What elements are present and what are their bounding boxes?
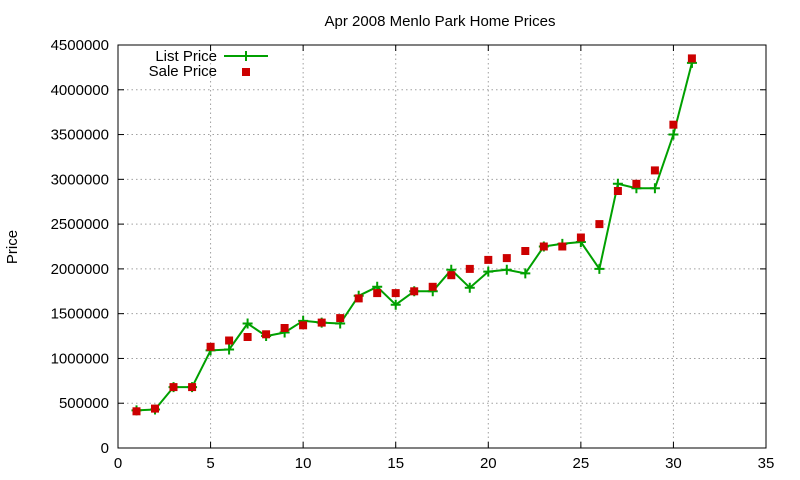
sale-price-point	[280, 324, 289, 332]
list-price-point	[501, 264, 512, 275]
x-tick-label: 20	[480, 455, 497, 472]
sale-price-point	[650, 166, 659, 175]
sale-price-point	[151, 404, 159, 413]
plot-border	[117, 44, 767, 449]
sale-price-point	[428, 282, 437, 291]
sale-price-point	[484, 255, 493, 264]
sale-price-point	[669, 120, 678, 129]
sale-price-point	[595, 220, 604, 229]
x-tick-label: 15	[387, 455, 404, 472]
sale-price-point	[317, 318, 326, 327]
chart-title: Apr 2008 Menlo Park Home Prices	[325, 13, 556, 30]
sale-price-point	[447, 271, 456, 280]
x-tick-label: 5	[206, 455, 214, 472]
sale-price-point	[132, 407, 141, 416]
sale-price-point	[632, 179, 641, 188]
y-tick-label: 3500000	[51, 127, 109, 144]
sale-price-point	[243, 333, 252, 341]
list-price-point	[390, 299, 401, 310]
sale-price-point	[558, 242, 567, 251]
y-tick-label: 4000000	[51, 82, 109, 99]
series	[131, 54, 697, 416]
y-tick-label: 1000000	[51, 350, 109, 367]
x-axis-ticks: 0 5 10 15 20 25 30 35	[114, 45, 775, 472]
sale-price-point	[613, 187, 622, 195]
sale-price-point	[262, 330, 271, 339]
legend-label-sale-price: Sale Price	[149, 63, 217, 80]
sale-price-point	[299, 321, 308, 330]
x-tick-label: 10	[295, 455, 312, 472]
sale-price-point	[465, 264, 474, 273]
x-tick-label: 0	[114, 455, 122, 472]
list-price-point	[464, 282, 475, 293]
sale-price-point	[576, 233, 585, 242]
list-price-point	[242, 318, 253, 329]
sale-price-point	[206, 342, 215, 351]
list-price-point	[649, 183, 660, 194]
sale-price-point	[336, 314, 345, 323]
y-axis-ticks: 0 500000 1000000 1500000 2000000 2500000 30000…	[51, 37, 766, 457]
x-tick-label: 35	[758, 455, 775, 472]
x-tick-label: 25	[573, 455, 590, 472]
list-price-point	[668, 129, 679, 140]
grid	[118, 45, 766, 448]
sale-price-point	[502, 254, 511, 263]
sale-price-point	[687, 54, 696, 63]
sale-price-point	[521, 247, 530, 255]
list-price-point	[520, 268, 531, 279]
sale-price-point	[391, 289, 400, 298]
sale-price-point	[225, 336, 234, 345]
sale-price-point	[539, 242, 548, 251]
y-tick-label: 4500000	[51, 37, 109, 54]
list-price-point	[224, 344, 235, 355]
plot-frame	[117, 44, 767, 449]
y-tick-label: 2500000	[51, 216, 109, 233]
y-tick-label: 500000	[59, 395, 109, 412]
list-price-point	[594, 263, 605, 274]
list-price-point	[483, 266, 494, 277]
sale-price-point	[354, 294, 363, 303]
x-tick-label: 30	[665, 455, 682, 472]
sale-price-point	[169, 383, 178, 392]
legend: List Price Sale Price	[149, 48, 268, 80]
y-tick-label: 1500000	[51, 306, 109, 323]
sale-price-point	[373, 289, 382, 298]
sale-price-point	[188, 383, 197, 392]
legend-marker-sale-price	[242, 68, 250, 76]
legend-label-list-price: List Price	[155, 48, 217, 65]
sale-price-point	[410, 287, 419, 296]
y-tick-label: 0	[101, 440, 109, 457]
y-axis-label: Price	[4, 230, 21, 264]
y-tick-label: 3000000	[51, 171, 109, 188]
y-tick-label: 2000000	[51, 261, 109, 278]
legend-marker-list-price	[241, 51, 251, 61]
